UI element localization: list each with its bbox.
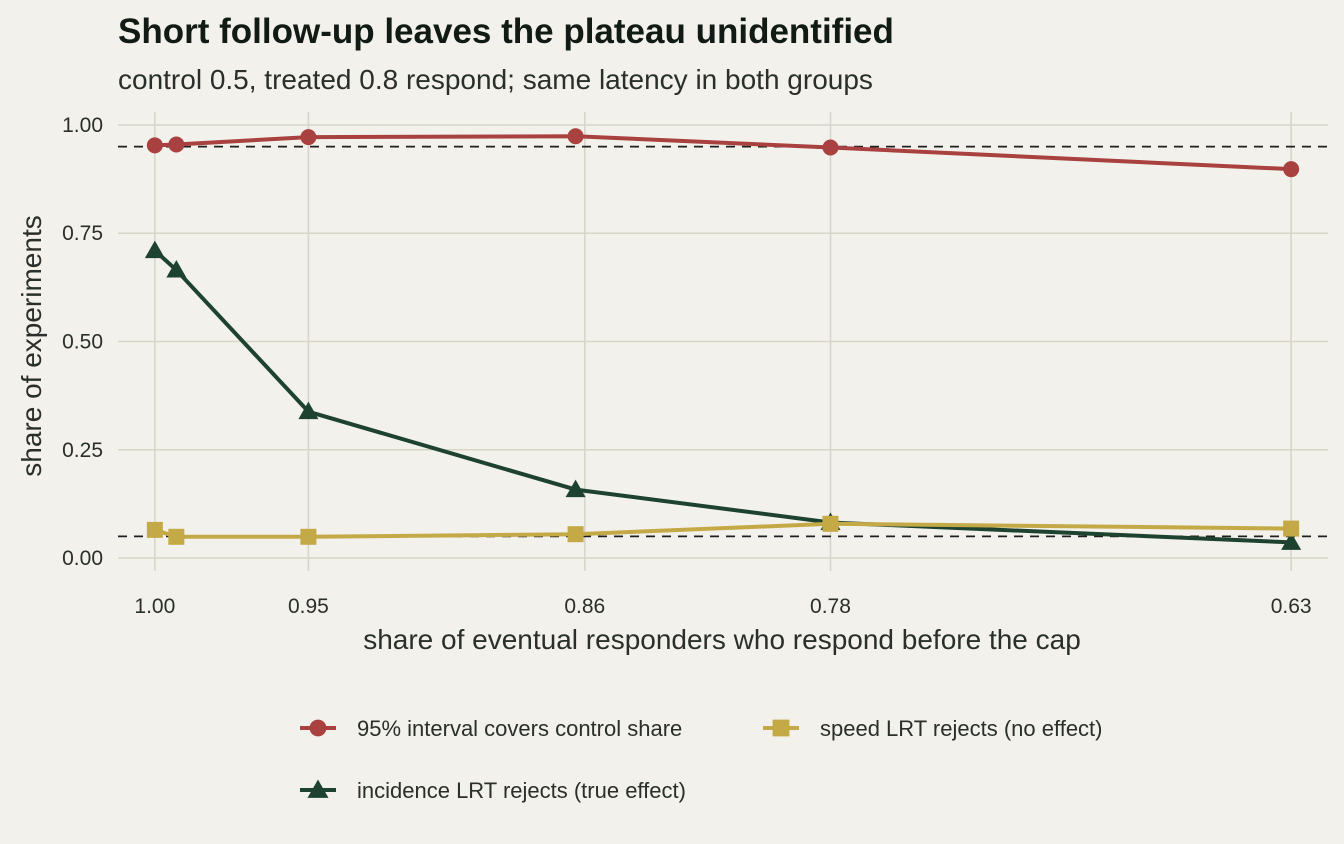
data-point-circle xyxy=(300,129,317,146)
y-axis-label: share of experiments xyxy=(16,215,47,476)
series-incidence-lrt-rejects-true-effect xyxy=(144,240,1302,550)
data-point-square xyxy=(1283,520,1300,537)
grid xyxy=(118,112,1328,571)
x-axis-label: share of eventual responders who respond… xyxy=(363,624,1081,655)
data-point-circle xyxy=(567,128,584,145)
legend-label: incidence LRT rejects (true effect) xyxy=(357,778,686,803)
legend-item: 95% interval covers control share xyxy=(300,716,682,741)
data-point-circle xyxy=(146,137,163,154)
series-95-interval-covers-control-share xyxy=(146,128,1300,178)
y-tick-label: 1.00 xyxy=(62,114,103,137)
series-speed-lrt-rejects-no-effect xyxy=(146,515,1300,545)
axis-ticks: 0.00 0.25 0.50 0.75 1.00 1.00 0.95 0.86 0.78 0.63 xyxy=(62,114,1311,618)
legend-label: 95% interval covers control share xyxy=(357,716,682,741)
legend-label: speed LRT rejects (no effect) xyxy=(820,716,1103,741)
series-line xyxy=(153,249,1292,545)
data-point-triangle xyxy=(298,401,319,420)
x-tick-label: 0.86 xyxy=(564,595,605,618)
data-point-circle xyxy=(168,136,185,153)
data-point-square xyxy=(822,515,839,532)
x-tick-label: 0.63 xyxy=(1271,595,1312,618)
legend-item: speed LRT rejects (no effect) xyxy=(763,716,1103,741)
chart-title: Short follow-up leaves the plateau unide… xyxy=(118,12,894,51)
series-lines xyxy=(144,128,1302,550)
y-tick-label: 0.25 xyxy=(62,439,103,462)
data-point-square xyxy=(168,528,185,545)
data-point-triangle xyxy=(565,479,586,498)
legend-marker-circle xyxy=(309,719,327,737)
legend-item: incidence LRT rejects (true effect) xyxy=(300,778,686,803)
x-tick-label: 1.00 xyxy=(134,595,175,618)
legend-marker-triangle xyxy=(307,779,329,798)
data-point-triangle xyxy=(144,240,165,259)
legend: 95% interval covers control share speed L… xyxy=(300,716,1103,803)
data-point-square xyxy=(146,521,163,538)
chart-subtitle: control 0.5, treated 0.8 respond; same l… xyxy=(118,64,873,95)
data-point-square xyxy=(300,528,317,545)
x-tick-label: 0.78 xyxy=(810,595,851,618)
data-point-circle xyxy=(1283,161,1300,178)
data-point-circle xyxy=(822,139,839,156)
data-point-triangle xyxy=(166,260,187,278)
y-tick-label: 0.00 xyxy=(62,547,103,570)
data-point-square xyxy=(567,526,584,543)
y-tick-label: 0.75 xyxy=(62,222,103,245)
x-tick-label: 0.95 xyxy=(288,595,329,618)
data-point-triangle xyxy=(1281,532,1302,550)
legend-marker-square xyxy=(772,719,790,737)
y-tick-label: 0.50 xyxy=(62,331,103,354)
series-line xyxy=(154,134,1292,172)
